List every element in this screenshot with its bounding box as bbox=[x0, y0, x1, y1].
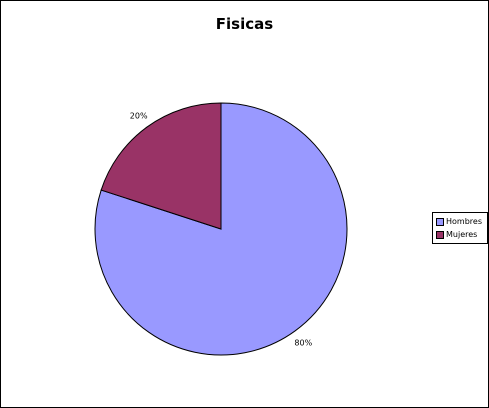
legend-label-hombres: Hombres bbox=[446, 217, 482, 226]
pie-label-mujeres: 20% bbox=[130, 112, 148, 121]
legend-item-mujeres: Mujeres bbox=[436, 228, 487, 241]
legend-item-hombres: Hombres bbox=[436, 215, 487, 228]
legend-swatch-hombres bbox=[436, 218, 444, 226]
legend-label-mujeres: Mujeres bbox=[446, 230, 477, 239]
legend: Hombres Mujeres bbox=[432, 212, 488, 244]
pie-label-hombres: 80% bbox=[294, 338, 312, 347]
legend-swatch-mujeres bbox=[436, 231, 444, 239]
